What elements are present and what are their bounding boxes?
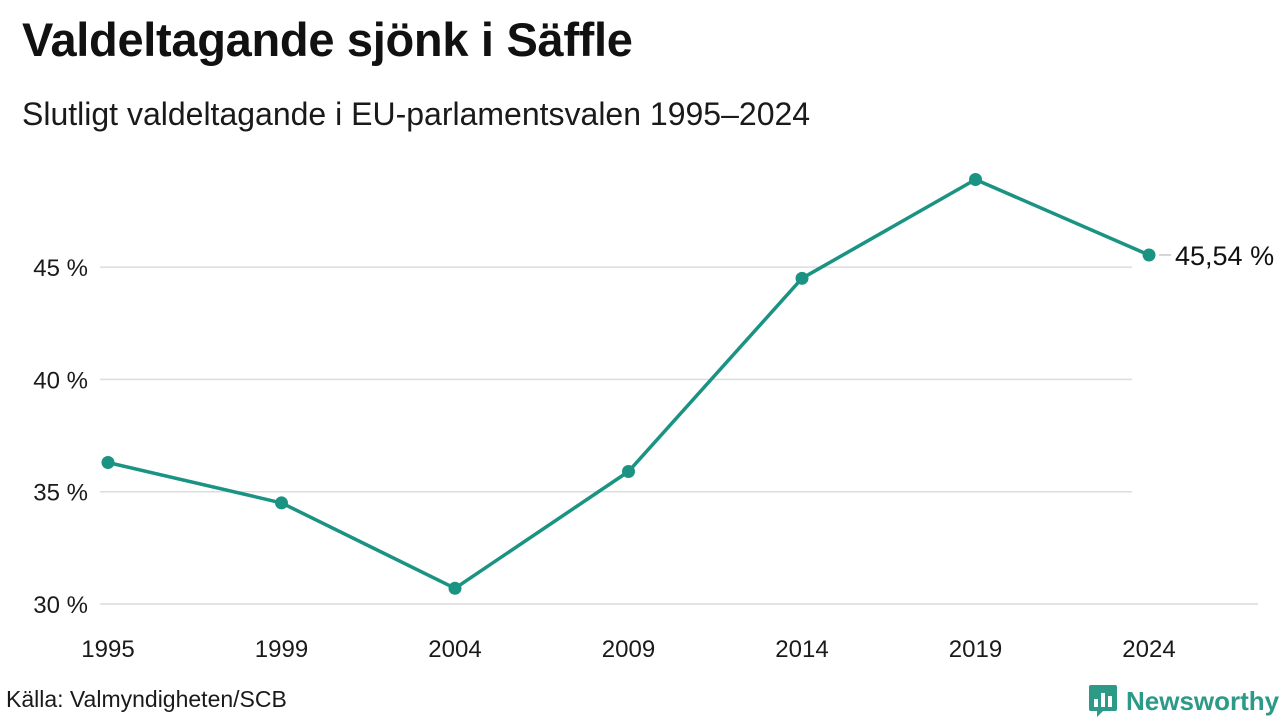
grid-layer	[100, 266, 1258, 605]
y-tick-label: 40 %	[33, 367, 88, 394]
brand-logo: Newsworthy	[1088, 683, 1279, 719]
x-tick-label: 2004	[428, 636, 481, 663]
brand-name: Newsworthy	[1126, 685, 1280, 716]
x-tick-label: 2024	[1122, 636, 1175, 663]
series-line	[107, 177, 1150, 591]
end-value-label: 45,54 %	[1175, 241, 1274, 271]
source-note: Källa: Valmyndigheten/SCB	[6, 686, 287, 712]
x-tick-label: 2009	[602, 636, 655, 663]
y-tick-label: 30 %	[33, 592, 88, 619]
points-layer	[101, 173, 1156, 595]
x-tick-label: 1999	[255, 636, 308, 663]
y-axis-tick-labels: 30 % 35 % 40 % 45 %	[33, 255, 88, 619]
data-point	[795, 271, 809, 285]
chart-subtitle: Slutligt valdeltagande i EU-parlamentsva…	[22, 96, 811, 132]
x-tick-label: 2019	[949, 636, 1002, 663]
chart-title: Valdeltagande sjönk i Säffle	[22, 13, 633, 66]
bar-chart-speech-bubble-icon	[1089, 685, 1117, 717]
x-tick-label: 1995	[81, 636, 134, 663]
x-axis-tick-labels: 1995 1999 2004 2009 2014 2019 2024	[81, 636, 1175, 663]
y-tick-label: 45 %	[33, 255, 88, 282]
data-point	[969, 173, 982, 187]
series-layer	[107, 177, 1150, 591]
data-point	[275, 496, 288, 510]
data-point	[448, 581, 462, 595]
y-tick-label: 35 %	[33, 480, 88, 507]
x-tick-label: 2014	[775, 636, 828, 663]
annotation-layer: 45,54 %	[1159, 241, 1274, 271]
data-point	[622, 464, 635, 478]
data-point	[101, 456, 115, 470]
data-point	[1142, 248, 1156, 262]
